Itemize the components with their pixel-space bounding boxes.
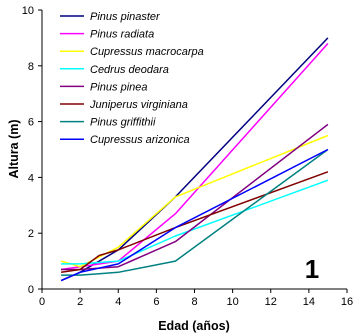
plot-area [60, 37, 329, 282]
x-tick-label: 14 [303, 296, 315, 308]
legend-entry: Cupressus arizonica [90, 134, 190, 146]
series-line [60, 134, 329, 268]
legend-entry: Pinus pinea [90, 81, 148, 93]
x-tick-label: 0 [39, 296, 45, 308]
series-line [61, 148, 329, 276]
y-axis-label: Altura (m) [7, 119, 21, 178]
x-tick-label: 12 [265, 296, 277, 308]
x-tick-label: 10 [227, 296, 239, 308]
x-tick-label: 6 [153, 296, 159, 308]
legend-entry: Cupressus macrocarpa [90, 46, 204, 58]
y-tick-label: 6 [28, 117, 34, 129]
x-tick-label: 4 [115, 296, 121, 308]
y-tick-label: 4 [28, 172, 34, 184]
series-line [60, 171, 329, 274]
series-line [60, 148, 329, 282]
series-line [61, 179, 329, 265]
legend-entry: Cedrus deodara [90, 64, 169, 76]
y-tick-label: 10 [22, 5, 34, 17]
legend: Pinus pinaster Pinus radiata Cupressus mac… [60, 11, 204, 146]
x-tick-label: 16 [341, 296, 353, 308]
legend-entry: Juniperus virginiana [89, 99, 188, 111]
series-line [60, 42, 329, 271]
legend-entry: Pinus griffithii [90, 117, 156, 129]
series-line [61, 123, 329, 271]
panel-label: 1 [305, 254, 319, 284]
y-tick-label: 2 [28, 228, 34, 240]
y-tick-label: 8 [28, 61, 34, 73]
x-tick-label: 8 [191, 296, 197, 308]
x-tick-label: 2 [77, 296, 83, 308]
legend-entry: Pinus pinaster [90, 11, 161, 23]
axes: 0 2 4 6 8 10 12 14 16 0 2 4 6 8 10 [22, 5, 353, 308]
legend-entry: Pinus radiata [90, 29, 154, 41]
x-axis-label: Edad (años) [158, 319, 230, 333]
y-tick-label: 0 [28, 284, 34, 296]
